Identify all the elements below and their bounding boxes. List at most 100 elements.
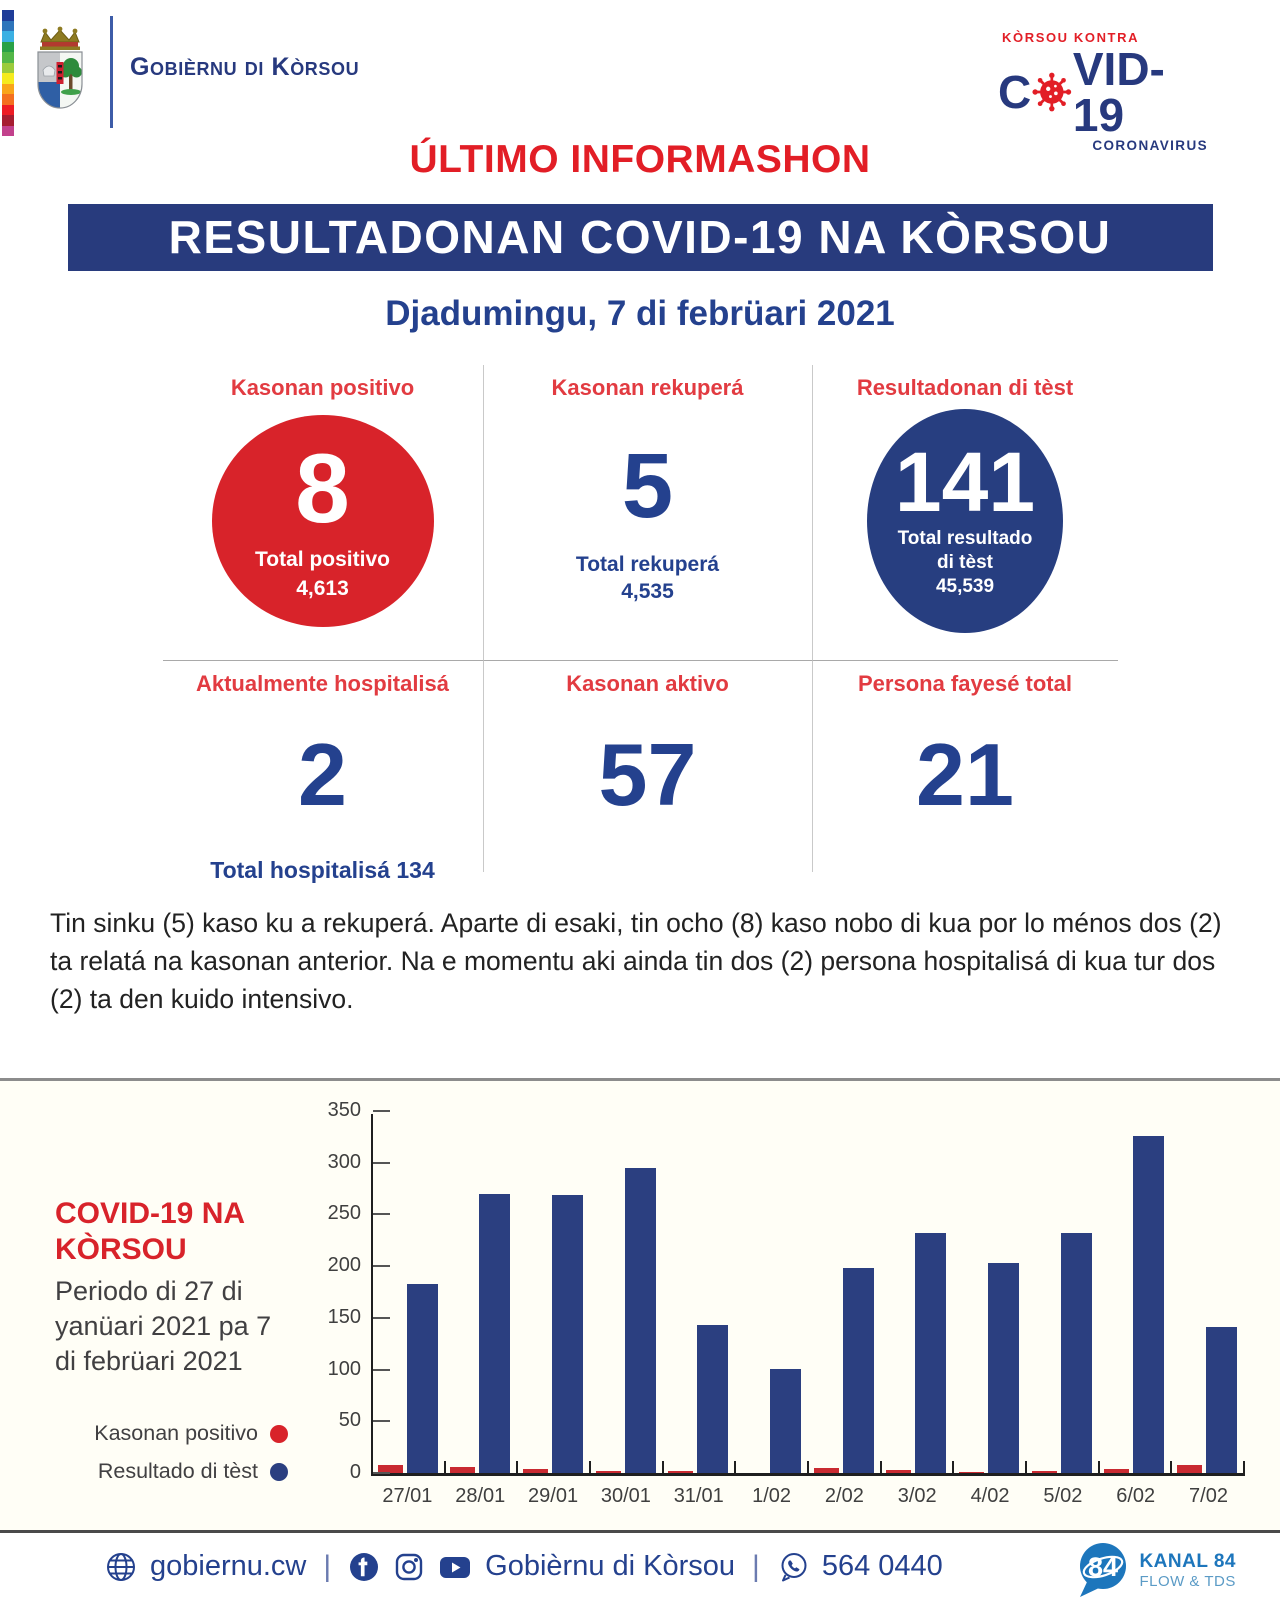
virus-icon bbox=[1032, 72, 1072, 112]
x-axis-label: 5/02 bbox=[1043, 1485, 1083, 1507]
bar-group bbox=[518, 1114, 592, 1473]
x-tick bbox=[1097, 1461, 1100, 1473]
flag-strip-segment bbox=[2, 115, 14, 126]
stat-subtext: di tèst bbox=[937, 552, 993, 574]
x-axis-label: 27/01 bbox=[382, 1485, 433, 1507]
x-axis-label: 2/02 bbox=[824, 1485, 864, 1507]
chart-subtitle: Periodo di 27 di yanüari 2021 pa 7 di fe… bbox=[55, 1276, 272, 1377]
y-tick bbox=[373, 1213, 390, 1216]
x-tick bbox=[443, 1461, 446, 1473]
bar-group bbox=[736, 1114, 810, 1473]
flag-strip-segment bbox=[2, 94, 14, 105]
bar-resultado-test bbox=[770, 1368, 802, 1473]
stat-value: 8 bbox=[295, 433, 350, 544]
stat-value: 5 bbox=[621, 435, 674, 537]
flag-strip-segment bbox=[2, 10, 14, 21]
instagram-icon[interactable] bbox=[393, 1551, 425, 1583]
flag-strip-segment bbox=[2, 31, 14, 42]
kanal84-name: KANAL 84 bbox=[1139, 1550, 1236, 1572]
bar-resultado-test bbox=[1060, 1233, 1092, 1473]
chart-info: COVID-19 NA KÒRSOU Periodo di 27 di yanü… bbox=[55, 1196, 305, 1379]
y-tick-label: 300 bbox=[327, 1150, 361, 1173]
website-link[interactable]: gobiernu.cw bbox=[150, 1550, 307, 1582]
bar-resultado-test bbox=[842, 1268, 874, 1473]
covid-logo-c: C bbox=[998, 66, 1032, 118]
bar-resultado-test bbox=[1206, 1327, 1238, 1473]
bar-group bbox=[882, 1114, 955, 1473]
y-tick-label: 150 bbox=[327, 1305, 361, 1328]
bar-resultado-test bbox=[697, 1325, 729, 1473]
x-axis-label: 3/02 bbox=[897, 1485, 937, 1507]
phone-number[interactable]: 564 0440 bbox=[821, 1550, 943, 1582]
positivo-circle: 8 Total positivo 4,613 bbox=[211, 415, 434, 627]
chart-title: COVID-19 NA KÒRSOU bbox=[55, 1197, 244, 1266]
bar-resultado-test bbox=[479, 1193, 511, 1473]
x-axis-label: 31/01 bbox=[673, 1485, 724, 1507]
kanal84-tagline: FLOW & TDS bbox=[1139, 1572, 1236, 1590]
kanal84-number: 84 bbox=[1088, 1552, 1118, 1582]
flag-strip-segment bbox=[2, 41, 14, 52]
bar-group bbox=[591, 1114, 664, 1473]
bar-resultado-test bbox=[988, 1263, 1020, 1473]
x-axis-label: 4/02 bbox=[970, 1485, 1010, 1507]
stat-persona-fayese: Persona fayesé total 21 bbox=[812, 660, 1118, 872]
banner-title: RESULTADONAN COVID-19 NA KÒRSOU bbox=[67, 204, 1213, 271]
bar-group bbox=[809, 1114, 882, 1473]
bar-groups bbox=[373, 1114, 1246, 1473]
x-tick bbox=[734, 1461, 737, 1473]
footer-separator: | bbox=[323, 1549, 332, 1583]
y-tick bbox=[373, 1420, 390, 1423]
youtube-icon[interactable] bbox=[438, 1551, 472, 1583]
stat-value: 141 bbox=[894, 435, 1036, 530]
bar-resultado-test bbox=[552, 1194, 584, 1473]
x-tick bbox=[879, 1461, 882, 1473]
social-account-name[interactable]: Gobièrnu di Kòrsou bbox=[485, 1550, 736, 1582]
stat-label: Resultadonan di tèst bbox=[856, 375, 1074, 400]
y-tick-label: 100 bbox=[327, 1357, 361, 1380]
footer-separator: | bbox=[752, 1549, 760, 1583]
x-axis-label: 30/01 bbox=[600, 1485, 651, 1507]
x-tick bbox=[1170, 1461, 1173, 1473]
bar-kasonan-positivo bbox=[959, 1471, 985, 1473]
bar-resultado-test bbox=[1133, 1135, 1165, 1473]
y-tick bbox=[373, 1265, 390, 1268]
stat-kasonan-rekupera: Kasonan rekuperá 5 Total rekuperá 4,535 bbox=[482, 365, 813, 660]
stat-resultadonan-test: Resultadonan di tèst 141 Total resultado… bbox=[813, 365, 1118, 660]
covid-logo-subline: CORONAVIRUS bbox=[1092, 138, 1208, 153]
covid19-logo: KÒRSOU KONTRA C bbox=[998, 30, 1208, 153]
bar-kasonan-positivo bbox=[595, 1470, 621, 1473]
report-date: Djadumingu, 7 di febrüari 2021 bbox=[385, 294, 895, 333]
stats-grid: Kasonan positivo 8 Total positivo 4,613 … bbox=[162, 365, 1118, 883]
x-axis-labels: 27/01 28/01 29/01 30/01 31/01 1/02 2/02 3/02 4/0… bbox=[371, 1485, 1245, 1508]
stat-label: Aktualmente hospitalisá bbox=[195, 671, 450, 696]
legend-item-test: Resultado di tèst bbox=[88, 1459, 288, 1484]
y-tick-label: 50 bbox=[338, 1409, 361, 1432]
kanal84-bubble-icon: 84 bbox=[1080, 1543, 1127, 1597]
flag-strip-segment bbox=[2, 62, 14, 73]
stat-subvalue: 4,613 bbox=[296, 576, 349, 600]
bar-group bbox=[373, 1114, 446, 1473]
flag-strip-segment bbox=[2, 125, 14, 136]
bar-resultado-test bbox=[406, 1283, 438, 1473]
legend-label: Kasonan positivo bbox=[94, 1421, 258, 1445]
facebook-icon[interactable] bbox=[348, 1551, 380, 1583]
y-tick bbox=[373, 1316, 390, 1319]
y-tick-label: 350 bbox=[327, 1099, 361, 1121]
flag-color-strip bbox=[2, 10, 14, 136]
flag-strip-segment bbox=[2, 20, 14, 31]
bar-kasonan-positivo bbox=[668, 1470, 694, 1473]
x-axis-label: 29/01 bbox=[528, 1485, 579, 1507]
stat-subtext: Total positivo bbox=[255, 548, 390, 572]
stat-subtext: Total resultado bbox=[897, 528, 1033, 550]
bar-kasonan-positivo bbox=[450, 1466, 476, 1473]
x-axis-label: 7/02 bbox=[1189, 1485, 1228, 1507]
x-tick bbox=[661, 1461, 664, 1473]
stat-hospitalisa: Aktualmente hospitalisá 2 Total hospital… bbox=[162, 660, 483, 883]
legend-item-positivo: Kasonan positivo bbox=[88, 1421, 288, 1446]
bar-kasonan-positivo bbox=[1104, 1468, 1130, 1473]
government-name: Gobièrnu di Kòrsou bbox=[130, 53, 360, 81]
stat-kasonan-aktivo: Kasonan aktivo 57 bbox=[482, 660, 813, 872]
y-tick-label: 0 bbox=[349, 1461, 361, 1483]
x-tick bbox=[807, 1461, 810, 1473]
